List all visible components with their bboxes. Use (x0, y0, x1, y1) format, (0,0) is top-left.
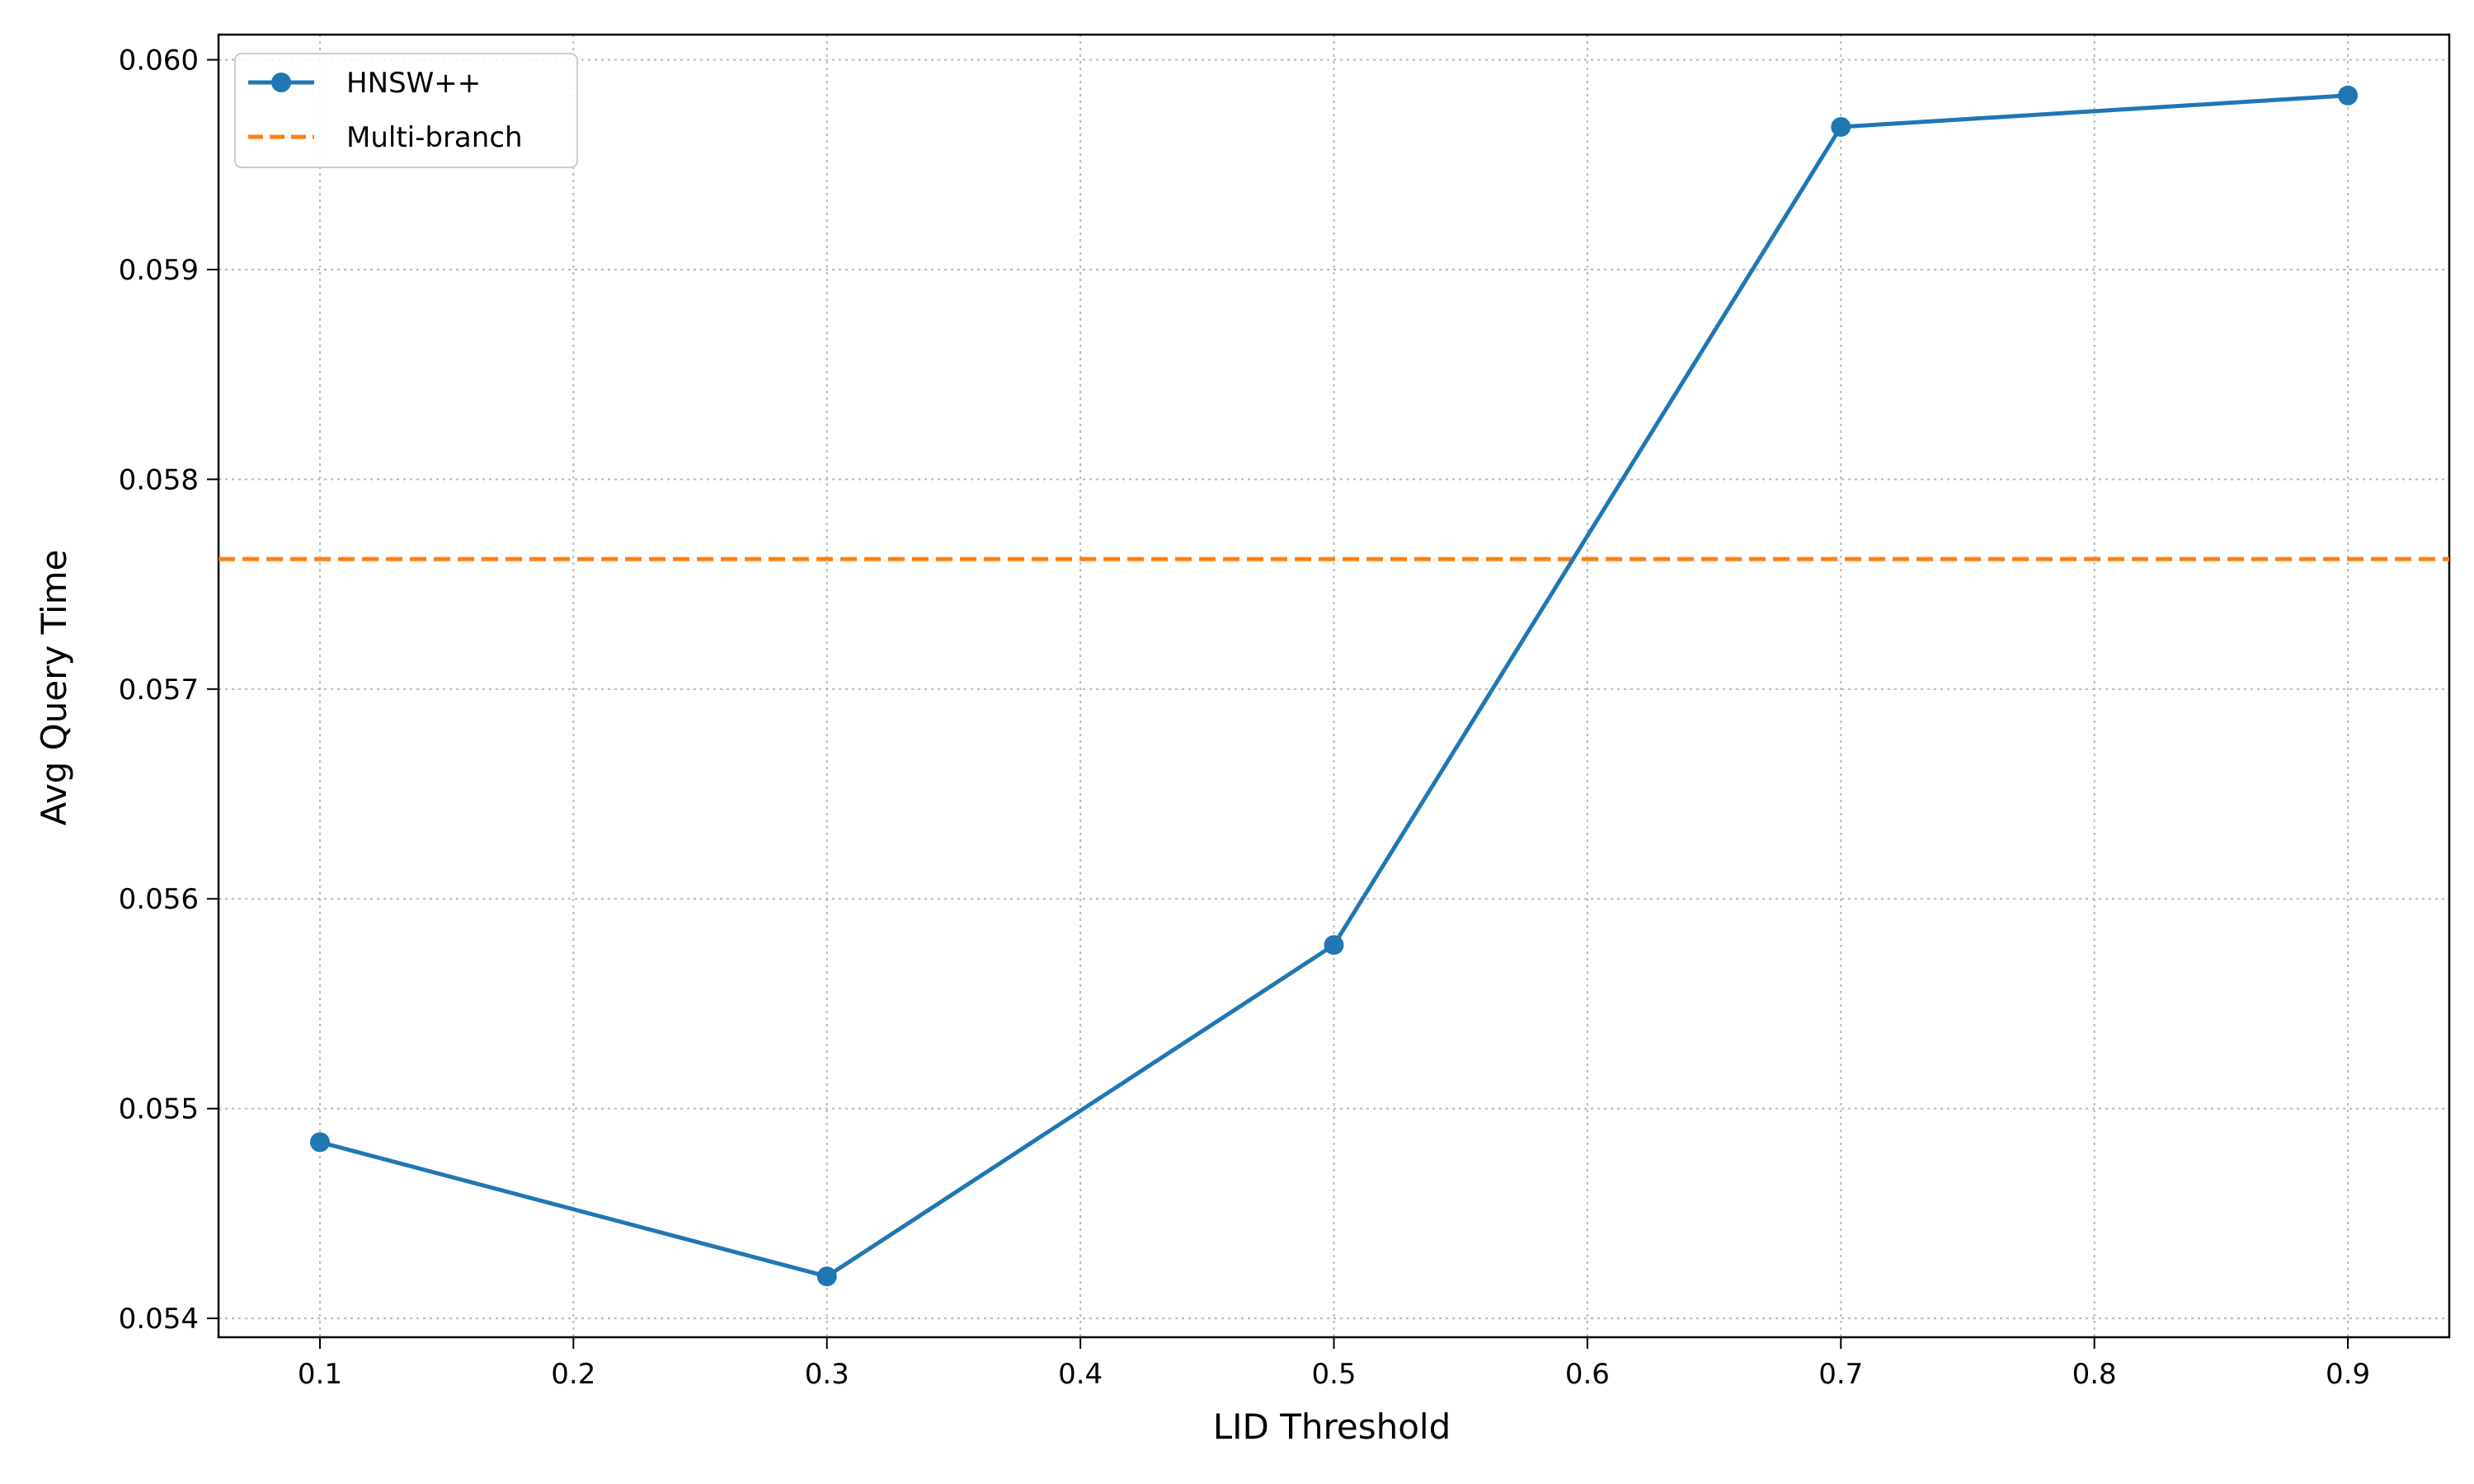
x-tick-label: 0.7 (1818, 1358, 1863, 1391)
y-axis-title: Avg Query Time (34, 550, 74, 826)
y-tick-label: 0.060 (119, 45, 199, 77)
hnsw-point (816, 1266, 837, 1287)
y-tick-label: 0.054 (119, 1303, 199, 1336)
y-tick-label: 0.058 (119, 463, 199, 496)
legend-box (234, 53, 578, 168)
legend-multi-branch-label: Multi-branch (346, 121, 523, 154)
x-tick-label: 0.9 (2326, 1358, 2370, 1391)
hnsw-point (309, 1132, 330, 1153)
x-tick-label: 0.2 (551, 1358, 595, 1391)
x-tick-label: 0.3 (805, 1358, 849, 1391)
y-tick-label: 0.059 (119, 254, 199, 287)
x-axis-title: LID Threshold (1213, 1407, 1451, 1447)
x-tick-label: 0.4 (1058, 1358, 1103, 1391)
legend-hnsw-label: HNSW++ (346, 67, 481, 100)
axes: 0.1 0.2 0.3 0.4 0.5 0.6 0.7 0.8 0.9 0.054 0.055 0.0… (119, 33, 2451, 1391)
x-tick-label: 0.8 (2072, 1358, 2117, 1391)
grid (219, 35, 2449, 1337)
series (219, 85, 2449, 1287)
hnsw-point (1324, 935, 1344, 956)
y-tick-label: 0.055 (119, 1093, 199, 1126)
x-tick-label: 0.6 (1565, 1358, 1610, 1391)
x-tick-label: 0.1 (298, 1358, 342, 1391)
plot-frame (217, 33, 2451, 1339)
y-tick-label: 0.056 (119, 883, 199, 916)
hnsw-point (2338, 85, 2359, 106)
hnsw-point (1831, 116, 1851, 137)
x-tick-label: 0.5 (1311, 1358, 1356, 1391)
y-tick-label: 0.057 (119, 674, 199, 707)
legend: HNSW++ Multi-branch (234, 53, 578, 168)
legend-hnsw-marker (271, 73, 291, 92)
